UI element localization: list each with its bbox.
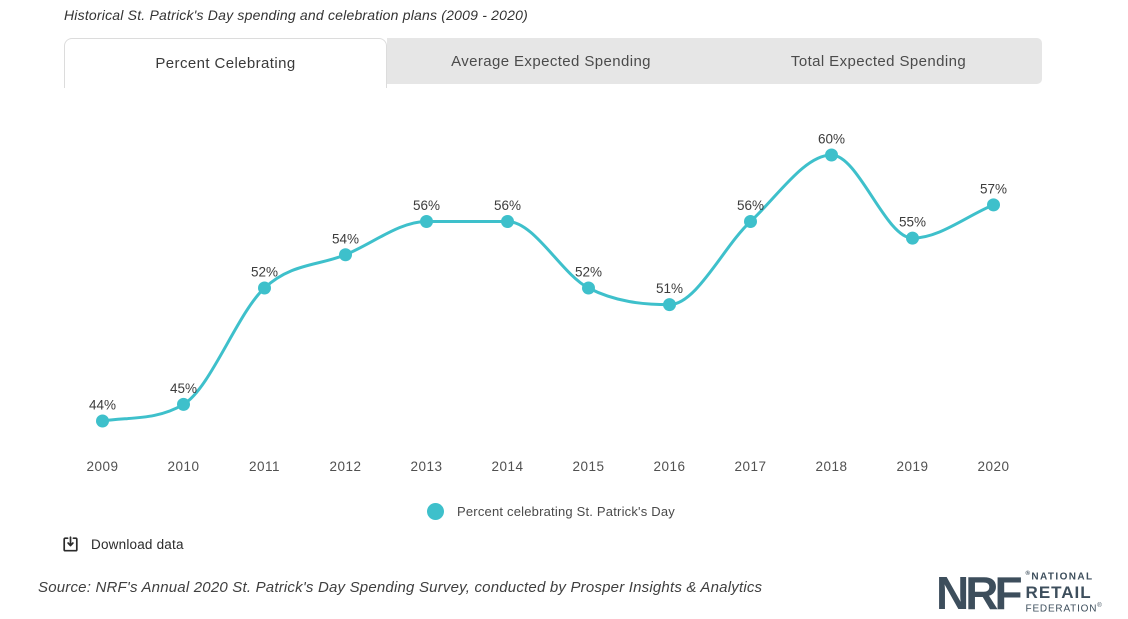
point-label: 56% bbox=[737, 198, 764, 213]
point-label: 52% bbox=[251, 265, 278, 280]
data-point-2020[interactable] bbox=[987, 198, 1000, 212]
tab-bar: Percent Celebrating Average Expected Spe… bbox=[64, 38, 1042, 88]
data-point-2011[interactable] bbox=[258, 281, 271, 295]
x-axis-label: 2017 bbox=[734, 459, 766, 474]
x-axis-label: 2010 bbox=[167, 459, 199, 474]
x-axis-label: 2014 bbox=[491, 459, 523, 474]
download-label: Download data bbox=[91, 537, 184, 552]
tab-percent-celebrating[interactable]: Percent Celebrating bbox=[64, 38, 387, 88]
point-label: 56% bbox=[494, 198, 521, 213]
nrf-logo-line1: ®NATIONAL bbox=[1025, 571, 1094, 583]
x-axis-label: 2018 bbox=[815, 459, 847, 474]
line-chart: 44% 2009 45% 2010 52% 2011 54% 2012 56% 2013 56% 20… bbox=[86, 132, 1009, 475]
data-point-2010[interactable] bbox=[177, 397, 190, 411]
point-label: 57% bbox=[980, 181, 1007, 196]
download-icon bbox=[62, 536, 79, 553]
point-label: 44% bbox=[89, 398, 116, 413]
nrf-logo-wordmark: ®NATIONAL RETAIL FEDERATION® bbox=[1026, 571, 1103, 615]
page-title: Historical St. Patrick's Day spending an… bbox=[64, 7, 528, 23]
nrf-logo-line2: RETAIL bbox=[1025, 583, 1092, 603]
x-axis-label: 2013 bbox=[410, 459, 442, 474]
data-point-2012[interactable] bbox=[339, 248, 352, 262]
legend-marker-icon bbox=[427, 503, 444, 520]
tab-label: Average Expected Spending bbox=[451, 52, 651, 70]
x-axis-label: 2019 bbox=[896, 459, 928, 474]
data-point-2019[interactable] bbox=[906, 231, 919, 245]
x-axis-label: 2011 bbox=[249, 459, 280, 474]
x-axis-label: 2020 bbox=[977, 459, 1009, 474]
data-point-2017[interactable] bbox=[744, 215, 757, 228]
point-label: 45% bbox=[170, 381, 197, 396]
point-label: 52% bbox=[575, 265, 602, 280]
legend: Percent celebrating St. Patrick's Day bbox=[427, 503, 675, 520]
tab-label: Percent Celebrating bbox=[155, 55, 296, 72]
x-axis-label: 2012 bbox=[329, 459, 361, 474]
data-point-2018[interactable] bbox=[825, 148, 838, 162]
tab-average-expected-spending[interactable]: Average Expected Spending bbox=[387, 38, 715, 84]
data-point-2013[interactable] bbox=[420, 215, 433, 228]
point-label: 55% bbox=[899, 215, 926, 230]
legend-label: Percent celebrating St. Patrick's Day bbox=[457, 504, 675, 519]
data-point-2016[interactable] bbox=[663, 298, 676, 312]
point-label: 54% bbox=[332, 231, 359, 246]
download-data-button[interactable]: Download data bbox=[62, 536, 184, 553]
point-label: 51% bbox=[656, 281, 683, 296]
data-point-2014[interactable] bbox=[501, 215, 514, 228]
data-point-2009[interactable] bbox=[96, 414, 109, 428]
source-text: Source: NRF's Annual 2020 St. Patrick's … bbox=[38, 579, 763, 596]
x-axis-label: 2009 bbox=[86, 459, 118, 474]
tab-total-expected-spending[interactable]: Total Expected Spending bbox=[715, 38, 1042, 84]
x-axis-label: 2016 bbox=[653, 459, 685, 474]
data-point-2015[interactable] bbox=[582, 281, 595, 295]
x-axis-label: 2015 bbox=[572, 459, 604, 474]
nrf-logo-line3: FEDERATION® bbox=[1025, 603, 1103, 615]
point-label: 56% bbox=[413, 198, 440, 213]
series-line bbox=[101, 153, 995, 423]
tab-label: Total Expected Spending bbox=[790, 52, 967, 70]
point-label: 60% bbox=[818, 132, 845, 147]
nrf-logo-acronym: NRF bbox=[936, 566, 1023, 619]
nrf-logo: NRF ®NATIONAL RETAIL FEDERATION® bbox=[936, 566, 1103, 619]
